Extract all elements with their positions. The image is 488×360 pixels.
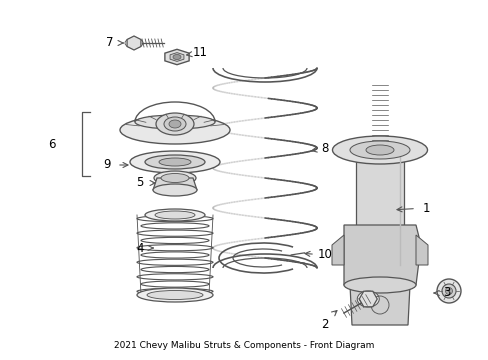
Polygon shape — [359, 291, 376, 307]
Text: 11: 11 — [192, 46, 207, 59]
Ellipse shape — [445, 288, 451, 294]
Text: 6: 6 — [48, 138, 56, 150]
Text: 10: 10 — [317, 248, 332, 261]
Ellipse shape — [343, 277, 415, 293]
Text: 2: 2 — [321, 318, 328, 330]
Ellipse shape — [163, 117, 185, 131]
Ellipse shape — [155, 211, 195, 219]
Polygon shape — [343, 225, 420, 285]
Ellipse shape — [365, 145, 393, 155]
Polygon shape — [415, 235, 427, 265]
Ellipse shape — [159, 158, 191, 166]
Ellipse shape — [154, 171, 196, 185]
Ellipse shape — [145, 155, 204, 169]
Polygon shape — [331, 235, 343, 265]
Ellipse shape — [169, 120, 181, 128]
Text: 8: 8 — [321, 141, 328, 154]
Ellipse shape — [156, 113, 194, 135]
Text: 7: 7 — [106, 36, 114, 49]
Ellipse shape — [120, 116, 229, 144]
Text: 9: 9 — [103, 158, 110, 171]
Ellipse shape — [137, 288, 213, 302]
Ellipse shape — [147, 291, 203, 300]
Ellipse shape — [441, 284, 455, 298]
Polygon shape — [170, 53, 183, 62]
Polygon shape — [153, 178, 197, 190]
Text: 4: 4 — [136, 242, 143, 255]
Text: 2021 Chevy Malibu Struts & Components - Front Diagram: 2021 Chevy Malibu Struts & Components - … — [114, 341, 373, 350]
Polygon shape — [349, 285, 409, 325]
Ellipse shape — [153, 184, 197, 196]
Ellipse shape — [173, 54, 181, 59]
Ellipse shape — [349, 141, 409, 159]
Text: 5: 5 — [136, 176, 143, 189]
Ellipse shape — [161, 174, 189, 183]
Ellipse shape — [135, 115, 215, 129]
Ellipse shape — [332, 136, 427, 164]
Text: 1: 1 — [421, 202, 429, 215]
Ellipse shape — [436, 279, 460, 303]
Polygon shape — [355, 155, 403, 265]
Text: 3: 3 — [443, 287, 450, 300]
Ellipse shape — [145, 209, 204, 221]
Ellipse shape — [130, 151, 220, 173]
Polygon shape — [164, 49, 189, 65]
Ellipse shape — [357, 291, 379, 307]
Polygon shape — [127, 36, 141, 50]
